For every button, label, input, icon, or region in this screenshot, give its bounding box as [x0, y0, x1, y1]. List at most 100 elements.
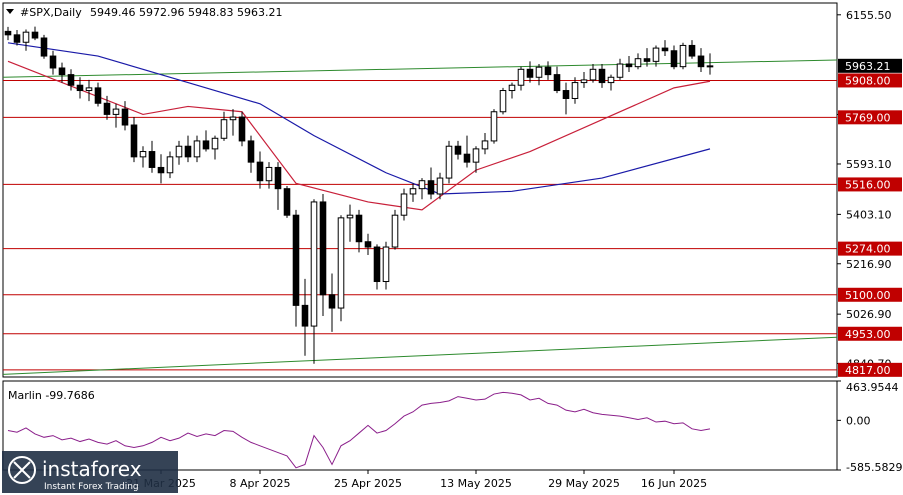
candle-body [130, 124, 138, 158]
candle-body [706, 65, 714, 68]
time-tick-label: 25 Apr 2025 [334, 477, 402, 490]
price-tick-label: 6155.50 [846, 9, 892, 22]
candle-body [463, 153, 471, 163]
price-tick-label: 5026.90 [846, 308, 892, 321]
candle-body [4, 30, 12, 36]
candle-body [634, 58, 642, 68]
candle-body [625, 63, 633, 68]
candle-body [580, 79, 588, 84]
candle-body [589, 68, 597, 81]
candle-body [346, 214, 354, 219]
candle-body [67, 74, 75, 86]
candle-body [256, 161, 264, 182]
candle-body [679, 44, 687, 68]
candle-body [121, 108, 129, 126]
candle-body [571, 82, 579, 99]
candle-body [247, 140, 255, 163]
level-tag [838, 241, 902, 256]
level-tag [838, 362, 902, 377]
candle-body [652, 47, 660, 62]
brand-name: instaforex [42, 457, 142, 481]
candle-body [373, 246, 381, 283]
candle-body [202, 140, 210, 150]
candle-body [337, 217, 345, 309]
chart-header: #SPX,Daily 5949.46 5972.96 5948.83 5963.… [6, 6, 282, 19]
candle-body [436, 177, 444, 195]
candle-body [328, 294, 336, 309]
brand-tagline: Instant Forex Trading [44, 482, 139, 492]
candle-body [112, 108, 120, 115]
trend-line [2, 336, 838, 375]
level-tag [838, 73, 902, 88]
time-tick-label: 13 May 2025 [440, 477, 512, 490]
candle-body [13, 34, 21, 43]
candle-body [238, 116, 246, 142]
current-price-label: 5963.21 [845, 60, 891, 73]
candle-body [697, 55, 705, 68]
oscillator-tick-label: -585.5829 [846, 461, 902, 474]
candle-body [157, 166, 165, 174]
candle-body [607, 76, 615, 84]
candle-body [292, 214, 300, 306]
candle-body [364, 241, 372, 248]
candle-body [553, 74, 561, 92]
candle-body [310, 201, 318, 327]
candle-body [562, 90, 570, 99]
level-tag-label: 4817.00 [845, 364, 891, 377]
candle-body [418, 180, 426, 190]
candle-body [409, 188, 417, 195]
level-tag [838, 287, 902, 302]
candle-body [49, 55, 57, 69]
candle-body [175, 145, 183, 158]
candle-body [535, 66, 543, 78]
candle-body [265, 166, 273, 182]
time-tick-label: 29 May 2025 [548, 477, 620, 490]
candle-body [85, 87, 93, 92]
price-axis: 6155.505779.705593.105403.105216.905026.… [837, 9, 902, 474]
time-tick-label: 8 Apr 2025 [229, 477, 290, 490]
oscillator-tick-label: 0.00 [846, 414, 871, 427]
candle-body [670, 50, 678, 68]
price-tick-label: 5593.10 [846, 158, 892, 171]
candle-body [472, 148, 480, 163]
candle-body [220, 119, 228, 139]
oscillator-tick-label: 463.9544 [846, 381, 899, 394]
oscillator-series [7, 391, 711, 469]
candle-body [391, 214, 399, 248]
candle-body [94, 87, 102, 104]
candle-body [301, 304, 309, 327]
level-tag-label: 4953.00 [845, 328, 891, 341]
candle-body [58, 67, 66, 76]
level-tag-label: 5100.00 [845, 289, 891, 302]
candle-body [355, 214, 363, 243]
ohlc-values: 5949.46 5972.96 5948.83 5963.21 [90, 6, 282, 19]
candle-body [661, 47, 669, 52]
candle-body [166, 156, 174, 174]
candle-body [490, 111, 498, 142]
level-tag [838, 110, 902, 125]
candle-body [229, 116, 237, 121]
dropdown-triangle-icon[interactable] [6, 9, 14, 14]
candle-body [454, 145, 462, 155]
candle-body [193, 140, 201, 158]
moving-averages [7, 42, 711, 211]
candle-body [76, 84, 84, 92]
candle-body [544, 66, 552, 76]
candlesticks [4, 26, 714, 364]
level-tag [838, 326, 902, 341]
level-tag-label: 5769.00 [845, 111, 891, 124]
level-tag-label: 5516.00 [845, 178, 891, 191]
candle-body [40, 37, 48, 57]
brand-logo: instaforex Instant Forex Trading [2, 451, 178, 493]
level-tag-label: 5908.00 [845, 74, 891, 87]
price-panel-frame [2, 2, 838, 378]
price-tick-label: 5216.90 [846, 258, 892, 271]
candle-body [148, 151, 156, 168]
candle-body [22, 31, 30, 43]
candle-body [688, 44, 696, 57]
candle-body [382, 246, 390, 283]
candle-body [103, 102, 111, 115]
candle-body [526, 68, 534, 78]
